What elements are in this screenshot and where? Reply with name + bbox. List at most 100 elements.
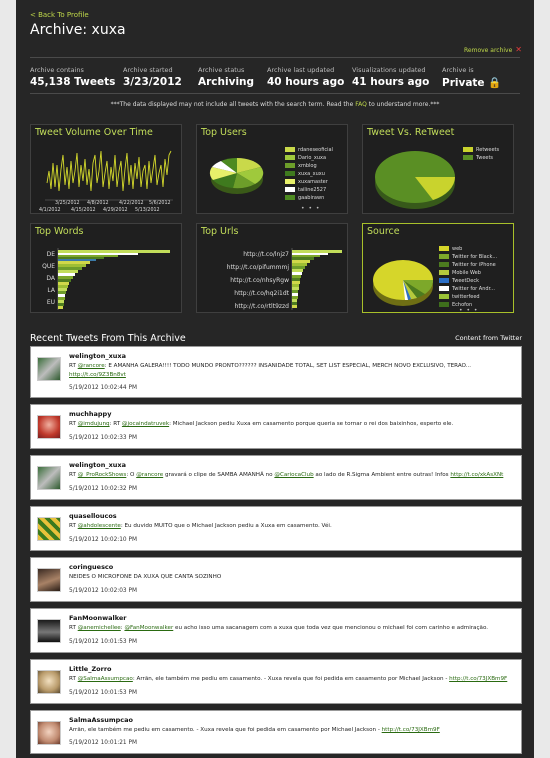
pie-slice (221, 157, 237, 173)
bar (58, 261, 90, 264)
avatar[interactable] (37, 466, 61, 490)
bar (58, 291, 66, 294)
panel-tweet-vs-retweet[interactable]: Tweet Vs. ReTweet Retweets Tweets (362, 124, 514, 214)
notice-text-after: to understand more.*** (366, 101, 440, 108)
bar (58, 294, 65, 297)
bar (292, 293, 298, 296)
tweet-text-part: RT (69, 523, 78, 529)
source-pie (373, 260, 434, 306)
legend-label: Tweets (476, 155, 494, 161)
panel-title: Top Words (35, 226, 84, 237)
url-link[interactable]: http://t.co/9Z3Bn8vt (69, 372, 126, 378)
tweet-username[interactable]: muchhappy (69, 410, 112, 418)
bar (292, 305, 297, 308)
stat-archive-contains: Archive contains 45,138 Tweets (30, 66, 115, 88)
pie-slice (209, 167, 237, 180)
tweet-timestamp: 5/19/2012 10:02:33 PM (69, 435, 137, 441)
tweet-username[interactable]: welington_xuxa (69, 461, 126, 469)
legend-item: xuxamaster (285, 179, 333, 187)
tweet-text-part: : E AMANHA GALERA!!!! TODO MUNDO PRONTO?… (104, 363, 472, 369)
remove-archive-button[interactable]: Remove archive ✕ (464, 45, 522, 54)
tweet-card: Little_Zorro RT @SalmaAssumpcao: Arrãn, … (30, 659, 522, 704)
tweet-text-part: Arrãn, ele também me pediu em casamento.… (69, 727, 382, 733)
stat-label: Archive last updated (267, 66, 335, 74)
panel-title: Tweet Volume Over Time (35, 127, 153, 138)
panel-tweet-volume[interactable]: Tweet Volume Over Time 3/25/2012 4/8/201… (30, 124, 182, 214)
mention-link[interactable]: @rancore (77, 363, 105, 369)
back-to-profile-link[interactable]: < Back To Profile (30, 11, 89, 19)
tweet-username[interactable]: FanMoonwalker (69, 614, 127, 622)
avatar[interactable] (37, 721, 61, 745)
pie-slice-retweets (415, 177, 455, 200)
legend-label: xuxamaster (298, 179, 328, 185)
bar (292, 287, 299, 290)
mention-link[interactable]: @CariocaClub (274, 472, 314, 478)
tweet-text-part: : Eu duvido MUITO que o Michael Jackson … (120, 523, 332, 529)
stat-value: 3/23/2012 (123, 76, 182, 88)
url-link[interactable]: http://t.co/xkAsXNt (450, 472, 504, 478)
faq-link[interactable]: FAQ (355, 101, 367, 108)
avatar[interactable] (37, 670, 61, 694)
mention-link[interactable]: @rancore (136, 472, 164, 478)
bar (292, 260, 310, 263)
mention-link[interactable]: @FanMoonwalker (124, 625, 174, 631)
url-link[interactable]: http://t.co/73JXBm9F (449, 676, 508, 682)
url-label: http://t.co/hq2i1dt (234, 290, 289, 297)
archive-page: < Back To Profile Archive: xuxa Remove a… (16, 0, 534, 758)
panel-top-users[interactable]: Top Users rdaneseoficial Dario_xuxa xmbl… (196, 124, 348, 214)
legend-label: Twitter for iPhone (452, 262, 496, 268)
tweet-card: welington_xuxa RT @_ProRockShows: O @ran… (30, 455, 522, 500)
bar (292, 284, 299, 287)
mention-link[interactable]: @anemichellee (77, 625, 121, 631)
panel-top-urls[interactable]: Top Urls http://t.co/lnjz7 http://t.co/p… (196, 223, 348, 313)
pie-slice (403, 280, 417, 299)
tweet-timestamp: 5/19/2012 10:02:32 PM (69, 486, 137, 492)
legend-swatch (439, 278, 449, 283)
mention-link[interactable]: @jocaindatruvek (121, 421, 170, 427)
legend-item: Twitter for Black... (439, 254, 497, 262)
tweet-username[interactable]: SalmaAssumpcao (69, 716, 133, 724)
remove-archive-label[interactable]: Remove archive (464, 47, 513, 54)
volume-line (46, 150, 172, 192)
bar (292, 253, 328, 255)
word-label: DA (46, 275, 55, 282)
close-icon[interactable]: ✕ (515, 45, 522, 54)
bar (292, 263, 307, 266)
avatar[interactable] (37, 357, 61, 381)
bar (58, 259, 96, 261)
avatar[interactable] (37, 568, 61, 592)
legend-swatch (285, 163, 295, 168)
mention-link[interactable]: @ahdolescente (77, 523, 121, 529)
tweet-username[interactable]: coringuesco (69, 563, 114, 571)
more-indicator[interactable]: • • • (459, 307, 479, 314)
legend-label: Mobile Web (452, 270, 481, 276)
more-indicator[interactable]: • • • (301, 205, 321, 212)
legend-label: TweetDeck (452, 278, 479, 284)
avatar[interactable] (37, 517, 61, 541)
tweet-text-part: gravará o clipe de SAMBA AMANHÃ no (163, 472, 275, 478)
tweet-username[interactable]: Little_Zorro (69, 665, 112, 673)
mention-link[interactable]: @imdujunq (77, 421, 110, 427)
mention-link[interactable]: @_ProRockShows (77, 472, 127, 478)
bar (58, 270, 78, 273)
tweet-timestamp: 5/19/2012 10:02:10 PM (69, 537, 137, 543)
panel-top-words[interactable]: Top Words DE QUE DA LA EU (30, 223, 182, 313)
tweet-username[interactable]: welington_xuxa (69, 352, 126, 360)
url-link[interactable]: http://t.co/73JXBm9F (381, 727, 440, 733)
avatar[interactable] (37, 415, 61, 439)
tweet-text: RT @SalmaAssumpcao: Arrãn, ele também me… (69, 675, 509, 684)
stat-archive-status: Archive status Archiving (198, 66, 254, 88)
avatar[interactable] (37, 619, 61, 643)
mention-link[interactable]: @SalmaAssumpcao (77, 676, 133, 682)
bar (58, 276, 73, 279)
bar (58, 288, 67, 291)
source-legend: web Twitter for Black... Twitter for iPh… (439, 246, 497, 310)
x-tick-label: 5/13/2012 (135, 208, 160, 213)
url-label: http://t.co/pifummmj (226, 264, 289, 271)
url-label: http://t.co/rtlt9zzd (234, 303, 289, 310)
x-tick-label: 4/15/2012 (71, 208, 96, 213)
stat-visualizations-updated: Visualizations updated 41 hours ago (352, 66, 429, 88)
tweet-card: SalmaAssumpcao Arrãn, ele também me pedi… (30, 710, 522, 754)
tweet-username[interactable]: quaselloucos (69, 512, 117, 520)
panel-source[interactable]: Source web Twitter for Black... Twitter … (362, 223, 514, 314)
